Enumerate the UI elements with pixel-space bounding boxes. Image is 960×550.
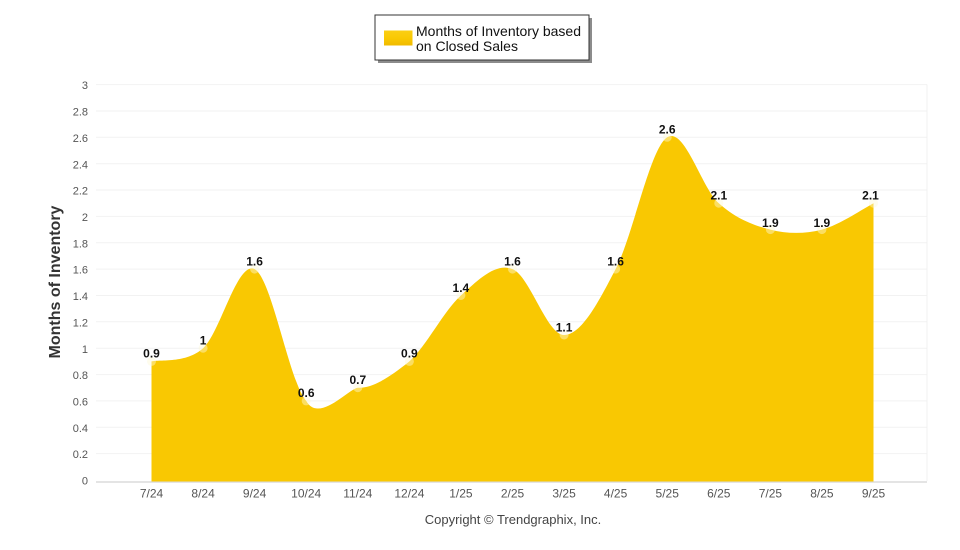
svg-text:0.6: 0.6 xyxy=(298,386,315,400)
svg-text:0.9: 0.9 xyxy=(143,347,160,361)
svg-text:10/24: 10/24 xyxy=(291,487,321,501)
svg-text:8/24: 8/24 xyxy=(191,487,215,501)
svg-text:11/24: 11/24 xyxy=(343,487,372,501)
svg-text:Months of Inventory: Months of Inventory xyxy=(47,205,64,358)
svg-text:1.6: 1.6 xyxy=(246,254,263,268)
svg-text:1.6: 1.6 xyxy=(504,254,521,268)
svg-text:on Closed Sales: on Closed Sales xyxy=(416,38,518,54)
svg-text:7/25: 7/25 xyxy=(759,487,783,501)
svg-text:2.4: 2.4 xyxy=(73,159,88,171)
svg-text:1: 1 xyxy=(82,344,88,356)
svg-text:0.2: 0.2 xyxy=(73,449,88,461)
svg-text:7/24: 7/24 xyxy=(140,487,164,501)
svg-text:2.6: 2.6 xyxy=(659,123,676,137)
svg-text:1.1: 1.1 xyxy=(556,320,573,334)
svg-text:9/25: 9/25 xyxy=(862,487,886,501)
svg-text:0.8: 0.8 xyxy=(73,370,88,382)
svg-text:1.9: 1.9 xyxy=(814,216,831,230)
svg-text:5/25: 5/25 xyxy=(656,487,680,501)
svg-text:2.2: 2.2 xyxy=(73,186,88,198)
svg-text:8/25: 8/25 xyxy=(810,487,834,501)
svg-text:Copyright © Trendgraphix, Inc.: Copyright © Trendgraphix, Inc. xyxy=(425,512,602,527)
svg-text:1.6: 1.6 xyxy=(607,254,624,268)
svg-text:0.7: 0.7 xyxy=(349,373,366,387)
svg-text:1.6: 1.6 xyxy=(73,265,88,277)
svg-text:1/25: 1/25 xyxy=(449,487,473,501)
svg-text:6/25: 6/25 xyxy=(707,487,731,501)
svg-text:1.9: 1.9 xyxy=(762,216,779,230)
svg-text:2: 2 xyxy=(82,212,88,224)
svg-text:3: 3 xyxy=(82,80,88,92)
svg-text:1: 1 xyxy=(200,334,207,348)
svg-text:1.4: 1.4 xyxy=(453,281,470,295)
svg-text:2.6: 2.6 xyxy=(73,133,88,145)
svg-text:12/24: 12/24 xyxy=(394,487,424,501)
svg-text:1.2: 1.2 xyxy=(73,317,88,329)
svg-text:2.1: 2.1 xyxy=(862,189,879,203)
svg-text:0.4: 0.4 xyxy=(73,423,88,435)
svg-text:4/25: 4/25 xyxy=(604,487,628,501)
svg-text:Months of Inventory based: Months of Inventory based xyxy=(416,23,581,39)
svg-text:9/24: 9/24 xyxy=(243,487,267,501)
svg-text:0.9: 0.9 xyxy=(401,347,418,361)
svg-text:3/25: 3/25 xyxy=(552,487,576,501)
svg-text:0.6: 0.6 xyxy=(73,397,88,409)
svg-text:1.8: 1.8 xyxy=(73,238,88,250)
svg-text:2.1: 2.1 xyxy=(710,189,727,203)
svg-text:2/25: 2/25 xyxy=(501,487,525,501)
svg-text:0: 0 xyxy=(82,476,88,488)
svg-text:2.8: 2.8 xyxy=(73,107,88,119)
svg-text:1.4: 1.4 xyxy=(73,291,88,303)
